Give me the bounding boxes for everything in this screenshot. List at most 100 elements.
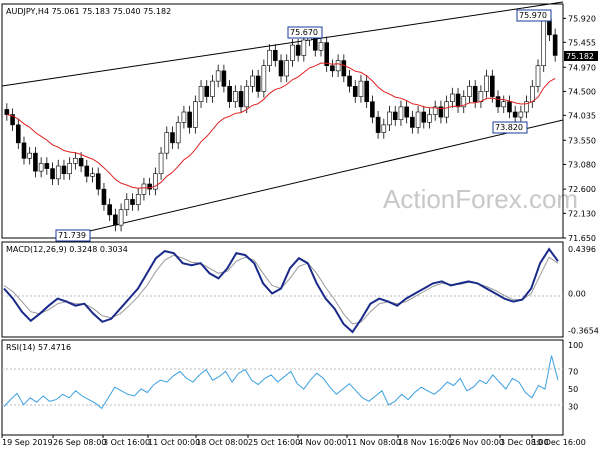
candle-body <box>141 183 147 195</box>
watermark: ActionForex.com <box>383 184 578 214</box>
candle-body <box>187 111 192 128</box>
candle-body <box>484 75 489 92</box>
candle-body <box>221 70 227 87</box>
rsi-y-tick-label: 30 <box>568 403 578 412</box>
price-label-mid-text: 75.670 <box>290 28 318 37</box>
price-label-low: 71.739 <box>55 229 91 242</box>
price-y-tick-label: 74.500 <box>568 87 596 96</box>
price-y-tick-label: 75.455 <box>568 38 596 47</box>
x-tick-label: 4 Nov 00:00 <box>298 438 347 447</box>
macd-y-tick-label: -0.3654 <box>568 326 599 335</box>
candle-body <box>278 60 284 77</box>
candle-body <box>364 80 369 103</box>
candle-body <box>238 91 244 108</box>
candle-body <box>455 93 461 108</box>
candle-body <box>472 85 478 103</box>
x-tick-label: 3 Dec 08:00 <box>500 438 549 447</box>
candle-body <box>518 111 524 118</box>
candle-body <box>438 106 444 118</box>
candle-body <box>61 165 67 175</box>
candle-body <box>244 85 250 108</box>
candle-body <box>301 39 307 56</box>
candle-body <box>421 111 427 123</box>
price-label-low2-text: 73.820 <box>495 123 523 132</box>
candle-body <box>55 165 61 180</box>
candle-body <box>255 75 261 92</box>
candle-body <box>467 85 472 97</box>
price-label-low2: 73.820 <box>492 121 528 134</box>
candle-body <box>324 42 329 67</box>
price-y-tick-label: 73.080 <box>568 160 596 169</box>
x-tick-label: 26 Sep 08:00 <box>53 438 106 447</box>
x-tick-label: 25 Oct 16:00 <box>248 438 300 447</box>
candle-body <box>358 80 364 97</box>
candle-body <box>78 157 84 167</box>
macd-main-line <box>3 247 559 334</box>
candle-body <box>461 96 467 108</box>
rsi-y-ticks: 100 70 50 30 <box>568 341 583 412</box>
candle-body <box>404 106 409 118</box>
price-y-tick-label: 74.035 <box>568 111 596 120</box>
candle-body <box>95 173 101 190</box>
candle-body <box>124 199 130 211</box>
candle-body <box>284 60 290 77</box>
candle-body <box>352 85 358 97</box>
x-tick-label: 18 Oct 08:00 <box>196 438 248 447</box>
price-y-tick-label: 73.550 <box>568 136 596 145</box>
candle-body <box>512 111 518 118</box>
candle-body <box>90 173 95 177</box>
rsi-y-tick-label: 50 <box>568 385 578 394</box>
price-label-high: 75.970 <box>516 9 552 22</box>
candle-body <box>181 111 187 123</box>
candle-body <box>267 49 272 67</box>
candle-body <box>101 188 107 205</box>
candle-body <box>375 116 381 133</box>
candle-body <box>118 209 124 226</box>
rsi-y-tick-label: 100 <box>568 341 583 350</box>
candle-body <box>427 114 432 123</box>
price-y-tick-label: 74.970 <box>568 63 596 72</box>
candle-body <box>552 34 558 56</box>
candle-body <box>444 101 449 118</box>
price-y-tick-label: 72.130 <box>568 209 596 218</box>
candle-body <box>490 75 495 97</box>
price-label-high-text: 75.970 <box>519 11 547 20</box>
price-y-ticks: 75.920 75.455 74.970 74.500 74.035 73.550 73.0… <box>563 14 596 243</box>
candle-body <box>15 124 21 144</box>
candle-body <box>272 49 278 61</box>
candle-body <box>450 93 455 103</box>
candle-body <box>153 173 158 190</box>
candle-body <box>370 101 375 118</box>
candle-body <box>541 19 547 67</box>
candle-body <box>10 114 15 126</box>
candle-body <box>50 168 55 180</box>
candle-body <box>290 44 295 61</box>
candle-body <box>410 116 415 128</box>
candle-body <box>387 111 392 126</box>
macd-y-tick-label: 0.00 <box>568 290 586 299</box>
candle-body <box>318 42 324 51</box>
channel-lower-line <box>59 119 564 239</box>
candle-body <box>524 101 529 113</box>
candle-body <box>164 132 170 154</box>
candle-body <box>147 183 152 190</box>
candle-body <box>335 60 341 72</box>
x-tick-label: 18 Nov 16:00 <box>398 438 452 447</box>
price-y-tick-label: 71.650 <box>568 234 596 243</box>
macd-y-ticks: 0.4396 0.00 -0.3654 <box>568 245 599 335</box>
current-price-tag: 75.182 <box>564 51 598 61</box>
candle-body <box>113 214 118 226</box>
price-y-tick-label: 72.600 <box>568 185 596 194</box>
candle-body <box>73 157 78 164</box>
candle-body <box>27 152 33 159</box>
price-label-mid: 75.670 <box>287 26 323 39</box>
x-tick-label: 11 Nov 08:00 <box>347 438 401 447</box>
candle-body <box>215 70 221 82</box>
candle-body <box>535 65 541 87</box>
candle-body <box>347 75 352 87</box>
candle-body <box>210 80 215 97</box>
candle-body <box>107 204 112 216</box>
candle-body <box>84 165 90 177</box>
candle-body <box>547 19 552 36</box>
